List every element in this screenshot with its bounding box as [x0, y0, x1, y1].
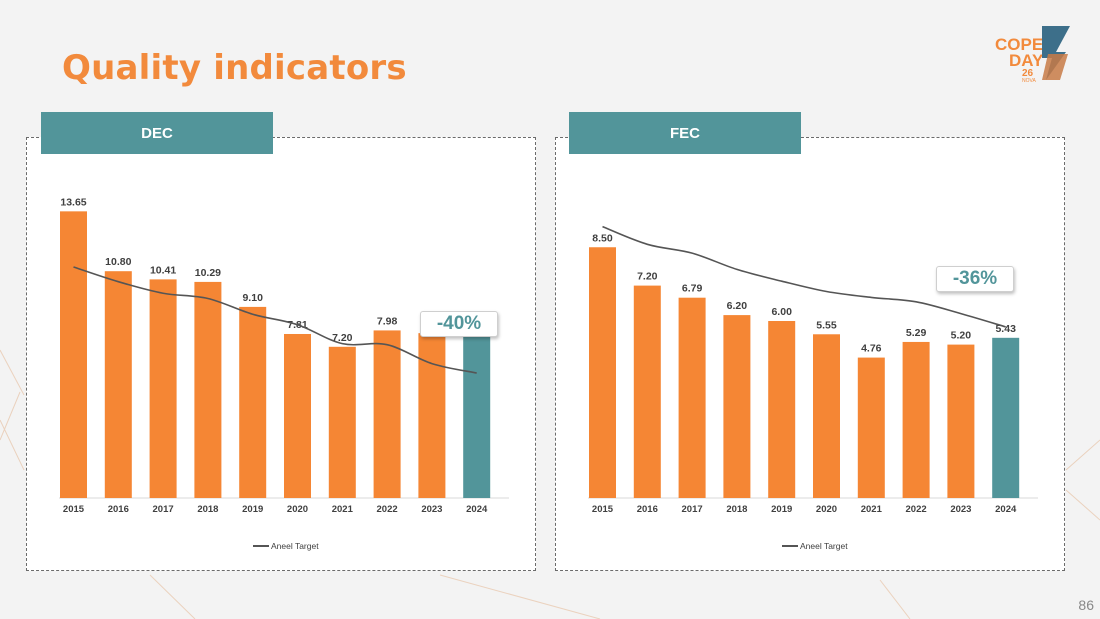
fec-tick-label-2018: 2018 — [726, 504, 747, 515]
fec-tick-label-2022: 2022 — [906, 504, 927, 515]
dec-value-label-2017: 10.41 — [150, 264, 176, 276]
dec-tick-label-2017: 2017 — [153, 504, 174, 515]
dec-value-label-2016: 10.80 — [105, 256, 131, 268]
dec-bar-2020 — [284, 333, 311, 498]
dec-tick-label-2023: 2023 — [421, 504, 442, 515]
logo-text-26: 26 — [1022, 68, 1034, 79]
fec-bar-2017 — [678, 297, 706, 498]
fec-bar-2015 — [589, 247, 616, 498]
fec-bar-2022 — [902, 341, 930, 498]
copel-day-logo: COPEL DAY 26 NOVA — [995, 26, 1070, 84]
page-number: 86 — [1078, 597, 1094, 613]
dec-tick-label-2018: 2018 — [197, 504, 218, 515]
dec-bar-2023 — [418, 333, 446, 498]
fec-bar-2019 — [768, 321, 796, 498]
fec-value-label-2017: 6.79 — [682, 283, 703, 295]
fec-aneel-target-line — [602, 225, 1006, 328]
fec-tab-label: FEC — [569, 112, 801, 154]
logo-text-copel: COPEL — [995, 35, 1054, 54]
fec-value-label-2020: 5.55 — [816, 319, 837, 331]
dec-bar-2019 — [239, 306, 267, 498]
dec-tick-label-2016: 2016 — [108, 504, 129, 515]
dec-chart-panel: 13.65 2015 10.80 2016 10.41 2017 10.29 2018 9.10… — [26, 137, 536, 571]
dec-tick-label-2020: 2020 — [287, 504, 308, 515]
fec-bar-2023 — [947, 344, 975, 498]
dec-value-label-2021: 7.20 — [332, 332, 353, 344]
fec-chart-panel: 8.50 2015 7.20 2016 6.79 2017 6.20 2018 6.00 2019… — [555, 137, 1065, 571]
fec-value-label-2021: 4.76 — [861, 343, 882, 355]
logo-bolt-shape — [1042, 26, 1070, 80]
dec-tick-label-2024: 2024 — [466, 504, 488, 515]
dec-value-label-2019: 9.10 — [242, 292, 263, 304]
fec-value-label-2019: 6.00 — [771, 306, 792, 318]
fec-bar-2020 — [813, 334, 840, 498]
fec-value-label-2015: 8.50 — [592, 232, 613, 244]
fec-value-label-2016: 7.20 — [637, 271, 658, 283]
dec-value-label-2018: 10.29 — [195, 267, 221, 279]
dec-value-label-2015: 13.65 — [60, 196, 86, 208]
dec-tab-label: DEC — [41, 112, 273, 154]
dec-tick-label-2021: 2021 — [332, 504, 354, 515]
dec-aneel-target-line — [73, 266, 477, 374]
fec-chart: 8.50 2015 7.20 2016 6.79 2017 6.20 2018 6.00 2019… — [588, 225, 1038, 551]
dec-tick-label-2019: 2019 — [242, 504, 263, 515]
dec-bar-2018 — [194, 281, 222, 498]
fec-bar-2018 — [723, 315, 751, 498]
dec-bar-2021 — [328, 346, 356, 498]
dec-reduction-badge: -40% — [420, 311, 498, 337]
page-title: Quality indicators — [62, 48, 407, 88]
dec-value-label-2022: 7.98 — [377, 315, 398, 327]
fec-tick-label-2016: 2016 — [637, 504, 658, 515]
dec-tick-label-2015: 2015 — [63, 504, 85, 515]
dec-bar-2015 — [60, 211, 87, 498]
fec-bar-2024 — [992, 337, 1020, 498]
logo-text-nova: NOVA — [1022, 78, 1036, 84]
dec-bar-2022 — [373, 330, 401, 498]
fec-legend-label: Aneel Target — [800, 541, 848, 551]
dec-bar-2017 — [149, 279, 177, 498]
fec-tick-label-2024: 2024 — [995, 504, 1017, 515]
dec-bar-2024 — [463, 326, 491, 498]
fec-value-label-2023: 5.20 — [951, 330, 972, 342]
dec-legend-label: Aneel Target — [271, 541, 319, 551]
fec-tick-label-2017: 2017 — [682, 504, 703, 515]
fec-tick-label-2019: 2019 — [771, 504, 792, 515]
fec-value-label-2022: 5.29 — [906, 327, 927, 339]
logo-text-day: DAY — [1009, 51, 1044, 70]
dec-tick-label-2022: 2022 — [377, 504, 398, 515]
fec-tick-label-2023: 2023 — [950, 504, 971, 515]
fec-bar-2021 — [857, 357, 885, 498]
dec-chart: 13.65 2015 10.80 2016 10.41 2017 10.29 2018 9.10… — [59, 196, 509, 551]
dec-bar-2016 — [104, 271, 132, 498]
fec-reduction-badge: -36% — [936, 266, 1014, 292]
fec-bar-2016 — [633, 285, 661, 498]
fec-tick-label-2021: 2021 — [861, 504, 883, 515]
fec-value-label-2018: 6.20 — [727, 300, 748, 312]
fec-tick-label-2015: 2015 — [592, 504, 614, 515]
logo-photo-shape — [1042, 54, 1068, 80]
fec-tick-label-2020: 2020 — [816, 504, 837, 515]
